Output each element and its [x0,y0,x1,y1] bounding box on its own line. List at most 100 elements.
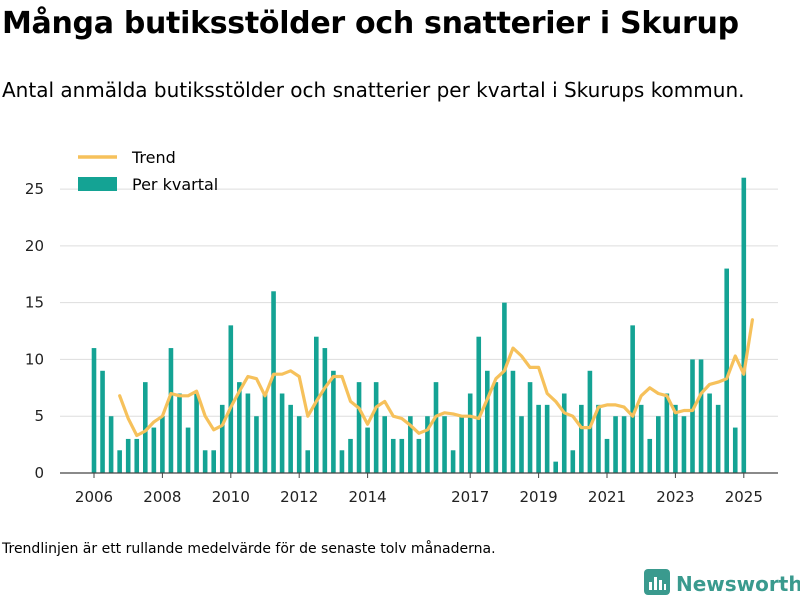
bar [732,427,738,473]
chart-title: Många butiksstölder och snatterier i Sku… [2,6,739,41]
bar [467,393,473,473]
bar [91,348,97,473]
bar [279,393,285,473]
x-tick-label: 2006 [75,488,113,506]
bar [237,382,242,473]
bar [331,370,336,473]
bar [305,450,311,473]
bar [536,404,541,473]
bar [570,450,576,473]
bar [151,427,157,473]
bar [271,291,276,473]
bar-series [91,177,747,473]
x-tick-label: 2008 [143,488,181,506]
bar [604,438,610,473]
bar [741,177,747,473]
bar [314,336,319,473]
bar [356,382,362,473]
bar [425,416,430,473]
bar [143,382,148,473]
bar [527,382,533,473]
bar [476,336,482,473]
bar [160,416,165,473]
bar [673,404,678,473]
bar [408,416,413,473]
bar [630,325,635,473]
logo-text: Newsworthy [676,572,800,596]
bar [228,325,234,473]
bar [587,370,593,473]
y-tick-label: 10 [25,350,44,368]
bar [715,404,721,473]
gridlines [60,188,778,417]
bar [168,348,174,473]
bar [442,416,447,473]
x-tick-label: 2017 [451,488,489,506]
bar [108,416,114,473]
bar [125,438,131,473]
bar [502,302,507,473]
x-tick-label: 2010 [212,488,250,506]
bar [399,438,405,473]
legend-bar-swatch [78,177,117,191]
bar [553,461,558,473]
bar [219,404,225,473]
bar [707,393,712,473]
bar [450,450,456,473]
bar [100,370,105,473]
bar [613,416,618,473]
y-tick-label: 5 [34,407,44,425]
bar [724,268,729,473]
legend-bar-label: Per kvartal [132,175,218,194]
trend-line [118,318,755,438]
bar [117,450,122,473]
bar [245,393,251,473]
bar [656,416,661,473]
bar [433,382,439,473]
bar [177,393,182,473]
bar [485,370,490,473]
bar [579,404,584,473]
footnote: Trendlinjen är ett rullande medelvärde f… [2,541,496,557]
bar [519,416,524,473]
bar [373,382,379,473]
bar [621,416,627,473]
bar [390,438,396,473]
y-tick-label: 20 [25,237,44,255]
bar [459,416,464,473]
bar [664,393,670,473]
x-tick-label: 2023 [656,488,694,506]
bar [202,450,208,473]
bar [185,427,191,473]
bar [638,404,644,473]
bar [262,393,268,473]
bar [510,370,516,473]
x-tick-label: 2019 [520,488,558,506]
bar [647,438,653,473]
x-tick-label: 2012 [280,488,318,506]
bar [288,404,293,473]
bar [382,416,387,473]
chart-subtitle: Antal anmälda butiksstölder och snatteri… [2,78,745,102]
bar [134,438,140,473]
bar [681,416,687,473]
bar [296,416,302,473]
newsworthy-logo[interactable]: Newsworthy [644,568,800,600]
bar [561,393,567,473]
x-tick-label: 2025 [725,488,763,506]
bar [339,450,345,473]
bar [254,416,259,473]
bar [322,348,328,473]
bar [211,450,216,473]
bar [493,382,499,473]
bar [365,427,370,473]
bar [544,404,550,473]
bar [416,438,422,473]
legend-trend-label: Trend [131,148,176,167]
bar-chart-logo-icon [644,569,670,599]
legend: Trend Per kvartal [78,148,218,194]
x-tick-label: 2021 [588,488,626,506]
bar [596,404,601,473]
